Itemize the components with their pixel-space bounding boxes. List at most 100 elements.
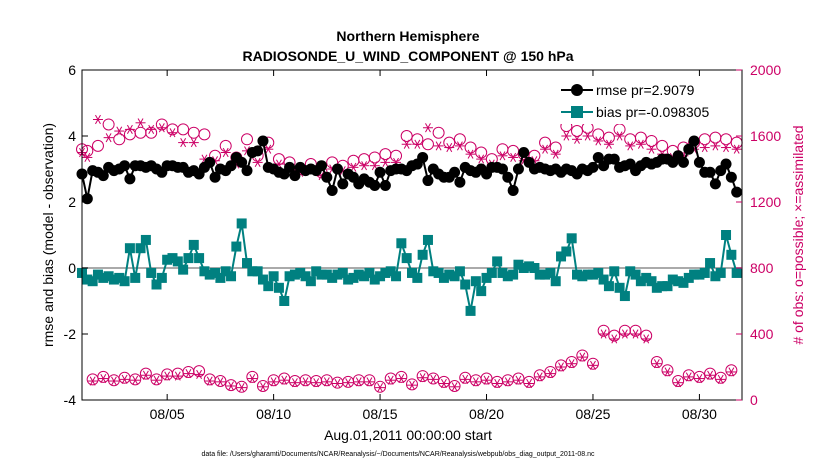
possible-obs-point bbox=[448, 379, 461, 392]
possible-obs-point bbox=[693, 370, 706, 383]
possible-obs-point bbox=[464, 141, 477, 154]
y-left-tick-label: -2 bbox=[64, 326, 77, 342]
assimilated-obs-point bbox=[151, 375, 162, 385]
assimilated-obs-point bbox=[140, 370, 151, 380]
possible-obs-point bbox=[363, 374, 376, 387]
bias-point bbox=[635, 276, 646, 287]
possible-obs-point bbox=[374, 380, 387, 393]
assimilated-obs-point bbox=[470, 377, 481, 387]
asterisk-stroke bbox=[291, 378, 298, 388]
assimilated-obs-point bbox=[438, 378, 449, 389]
asterisk-stroke bbox=[467, 149, 474, 159]
bias-point bbox=[348, 272, 359, 283]
asterisk-stroke bbox=[728, 367, 735, 377]
possible-obs-point bbox=[586, 357, 599, 370]
possible-obs-point bbox=[91, 139, 104, 152]
asterisk-stroke bbox=[510, 152, 517, 163]
possible-obs-point bbox=[400, 130, 413, 142]
bias-point bbox=[460, 279, 471, 290]
asterisk-stroke bbox=[627, 141, 634, 151]
bias-point bbox=[699, 267, 710, 278]
possible-obs-point bbox=[602, 131, 615, 144]
bias-point bbox=[114, 272, 125, 283]
bias-point bbox=[295, 267, 306, 278]
bias-point bbox=[449, 271, 460, 282]
rmse-point bbox=[369, 180, 381, 191]
bias-point bbox=[651, 282, 662, 293]
assimilated-obs-point bbox=[710, 141, 721, 151]
bias-point bbox=[167, 253, 178, 264]
asterisk-stroke bbox=[95, 114, 101, 125]
rmse-point bbox=[119, 160, 131, 172]
asterisk-stroke bbox=[632, 329, 639, 339]
asterisk-stroke bbox=[158, 123, 165, 133]
asterisk-stroke bbox=[377, 383, 383, 393]
possible-obs-point bbox=[512, 372, 525, 385]
asterisk-stroke bbox=[249, 373, 256, 384]
x-tick-label: 08/10 bbox=[256, 406, 291, 422]
assimilated-obs-point bbox=[407, 380, 417, 390]
assimilated-obs-point bbox=[92, 114, 103, 125]
asterisk-stroke bbox=[568, 359, 575, 369]
assimilated-obs-point bbox=[454, 141, 465, 151]
bias-point bbox=[582, 269, 593, 280]
assimilated-obs-point bbox=[98, 373, 109, 384]
bias-point bbox=[625, 266, 636, 277]
asterisk-stroke bbox=[563, 131, 570, 141]
bias-point bbox=[561, 246, 572, 257]
assimilated-obs-point bbox=[444, 142, 455, 153]
asterisk-stroke bbox=[100, 373, 107, 384]
possible-obs-point bbox=[129, 373, 142, 386]
possible-obs-point bbox=[480, 372, 493, 385]
bias-point bbox=[279, 296, 290, 306]
asterisk-stroke bbox=[595, 136, 602, 146]
assimilated-obs-point bbox=[721, 142, 732, 153]
assimilated-obs-point bbox=[215, 377, 226, 387]
asterisk-stroke bbox=[398, 373, 405, 384]
assimilated-obs-point bbox=[343, 378, 354, 388]
assimilated-obs-point bbox=[492, 378, 503, 389]
assimilated-obs-point bbox=[146, 124, 157, 134]
rmse-point bbox=[720, 158, 732, 170]
rmse-point bbox=[502, 171, 514, 183]
bias-point bbox=[210, 267, 221, 278]
asterisk-stroke bbox=[148, 124, 155, 134]
bias-point bbox=[268, 271, 279, 282]
possible-obs-point bbox=[427, 372, 440, 385]
asterisk-stroke bbox=[547, 369, 554, 379]
rmse-point bbox=[731, 186, 743, 198]
bias-point bbox=[226, 271, 237, 282]
bias-point bbox=[396, 238, 407, 249]
bias-point bbox=[534, 269, 545, 280]
possible-obs-point bbox=[475, 146, 488, 159]
bias-point bbox=[199, 266, 210, 277]
asterisk-stroke bbox=[526, 378, 533, 389]
asterisk-stroke bbox=[456, 141, 463, 151]
rmse-point bbox=[449, 166, 461, 178]
bias-point bbox=[337, 267, 348, 278]
asterisk-stroke bbox=[542, 144, 548, 154]
rmse-point bbox=[326, 184, 338, 196]
asterisk-stroke bbox=[89, 376, 96, 386]
bias-point bbox=[481, 272, 492, 283]
rmse-point bbox=[683, 143, 695, 155]
rmse-point bbox=[284, 161, 296, 173]
y-right-tick-label: 800 bbox=[750, 260, 774, 276]
assimilated-obs-point bbox=[582, 131, 593, 141]
possible-obs-point bbox=[661, 364, 674, 377]
bias-point bbox=[689, 269, 700, 280]
asterisk-stroke bbox=[515, 375, 522, 385]
y-right-tick-label: 2000 bbox=[750, 62, 781, 78]
bias-point bbox=[343, 274, 354, 285]
bias-point bbox=[678, 277, 689, 288]
assimilated-obs-point bbox=[252, 157, 263, 167]
asterisk-stroke bbox=[339, 166, 346, 176]
assimilated-obs-point bbox=[396, 373, 407, 384]
y-axis-label-left: rmse and bias (model - observation) bbox=[40, 123, 56, 347]
asterisk-stroke bbox=[164, 371, 171, 381]
asterisk-stroke bbox=[717, 374, 724, 384]
assimilated-obs-point bbox=[289, 378, 300, 388]
x-tick-label: 08/05 bbox=[150, 406, 185, 422]
asterisk-stroke bbox=[190, 138, 197, 148]
bias-point bbox=[465, 305, 476, 316]
